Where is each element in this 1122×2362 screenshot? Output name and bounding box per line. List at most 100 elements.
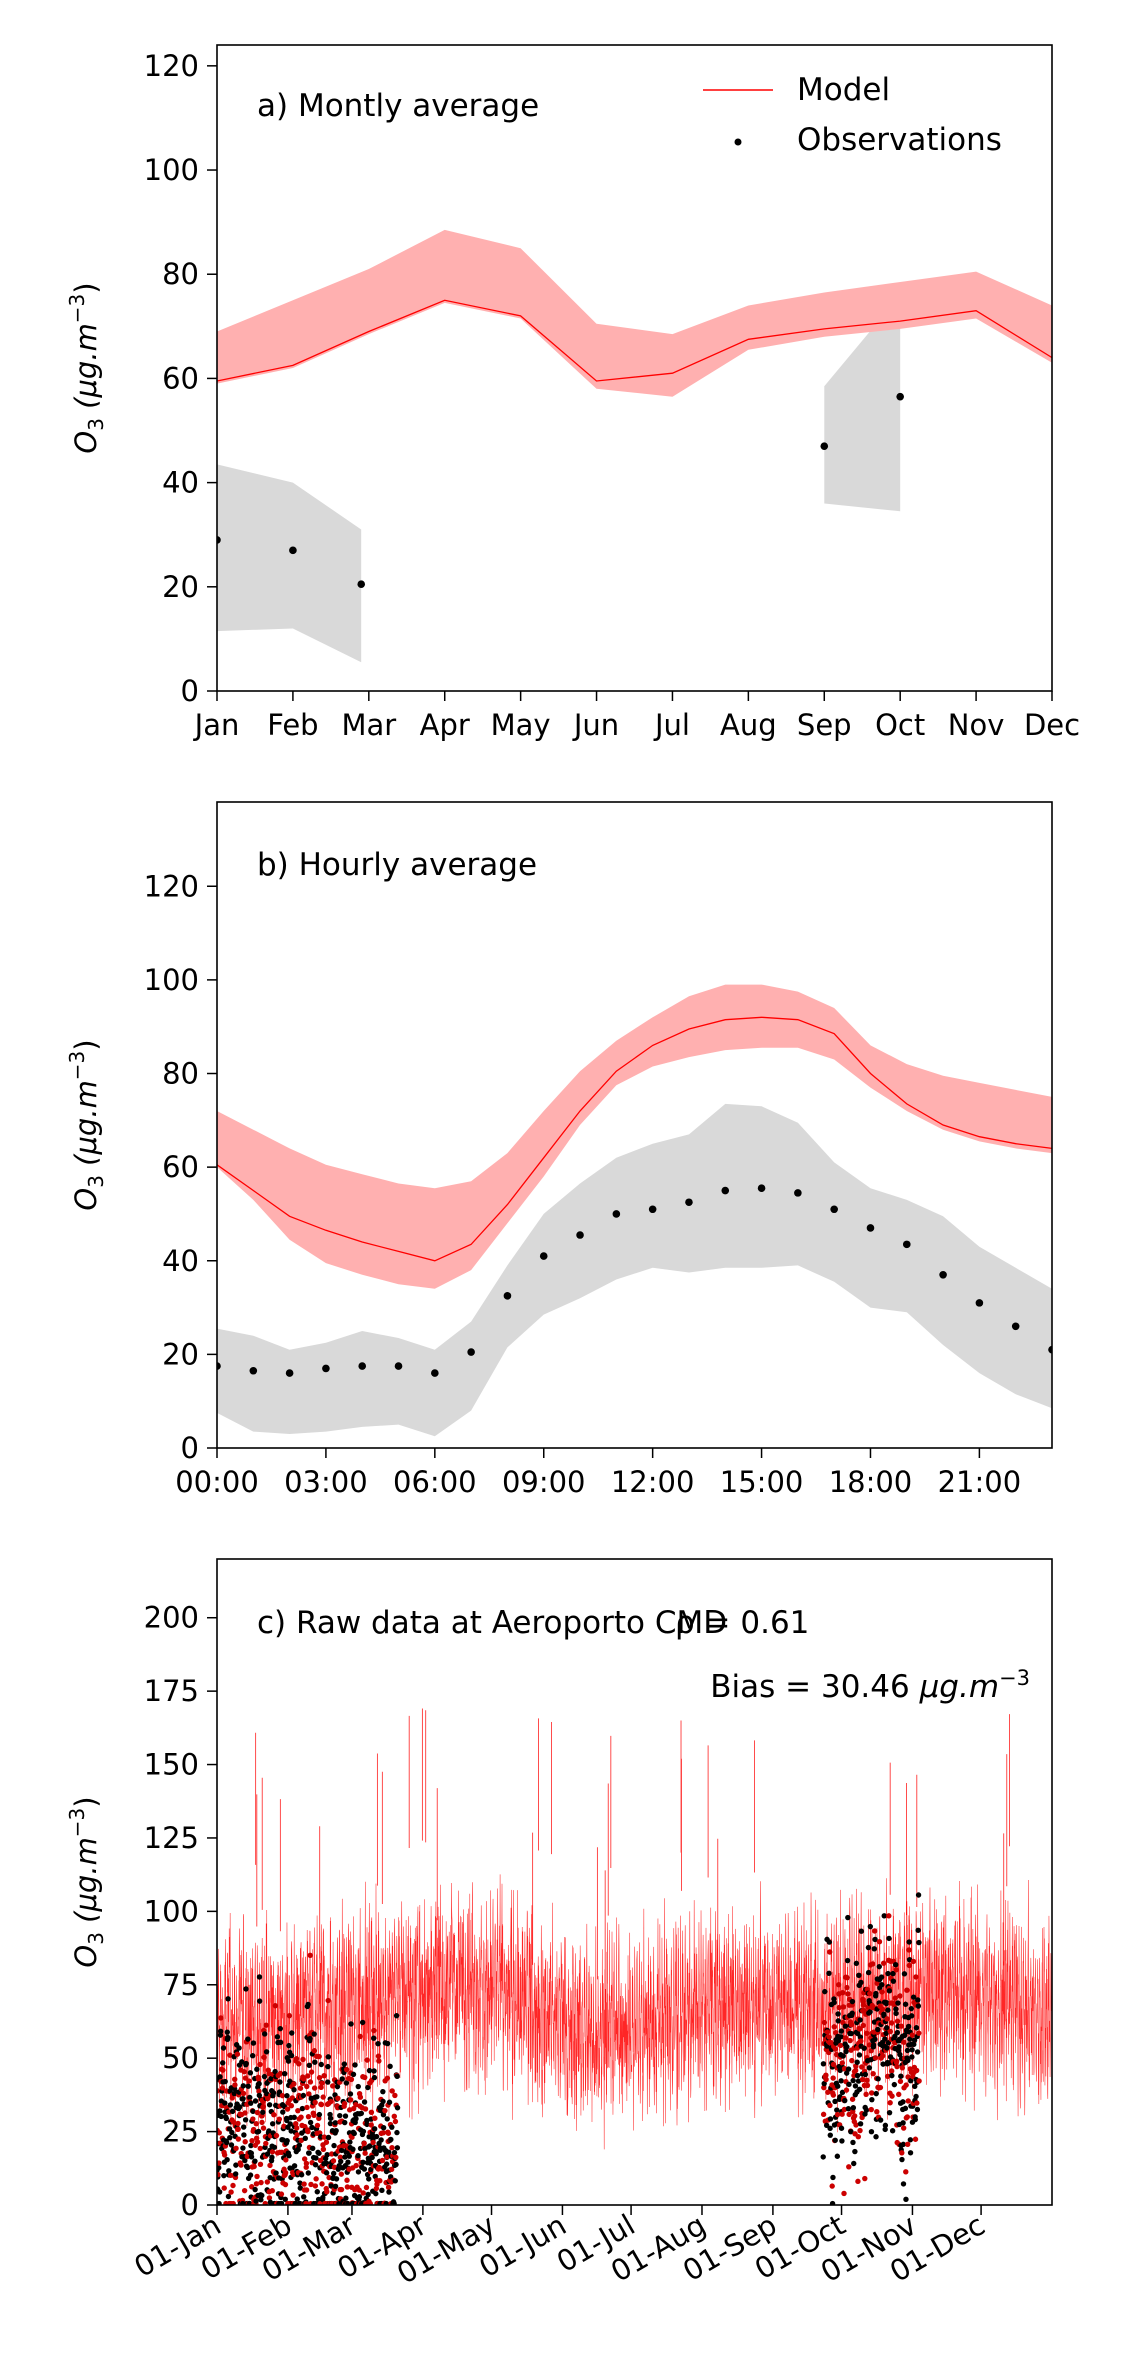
observation-point	[896, 2091, 902, 2098]
observation-point	[854, 2072, 861, 2079]
observation-point	[899, 2156, 905, 2163]
observation-point	[835, 2018, 841, 2024]
observation-point	[325, 1997, 331, 2004]
observation-point	[872, 2055, 879, 2061]
observation-point	[833, 2051, 840, 2058]
observation-point	[839, 2089, 846, 2096]
observation-point	[342, 2113, 349, 2119]
observation-point	[886, 1988, 893, 1994]
observation-point	[247, 2094, 253, 2101]
observation-point	[378, 2137, 384, 2143]
x-tick-label: Jun	[572, 708, 619, 742]
observation-point	[913, 2025, 920, 2031]
observation-point	[254, 2173, 260, 2180]
observation-point	[347, 2097, 354, 2103]
observation-point	[392, 2092, 398, 2099]
observation-point	[242, 2139, 248, 2145]
observation-point	[343, 2066, 350, 2073]
observation-point	[863, 2091, 869, 2098]
observation-point	[271, 2144, 278, 2150]
y-tick-label: 0	[181, 2188, 199, 2222]
observation-point	[912, 2083, 918, 2090]
observation-point	[907, 2150, 914, 2156]
observation-point	[845, 2066, 852, 2072]
observation-point	[904, 2114, 910, 2120]
observation-point	[898, 2023, 905, 2029]
observation-point	[915, 1892, 922, 1898]
observation-point	[353, 2101, 359, 2108]
x-tick-label: 00:00	[175, 1465, 259, 1499]
observation-point	[328, 2183, 334, 2189]
observation-point	[300, 2092, 307, 2099]
observation-point	[879, 1989, 885, 1995]
observation-point	[830, 2075, 836, 2081]
observation-point	[348, 2021, 354, 2027]
y-tick-label: 40	[162, 466, 199, 500]
observation-point	[875, 2026, 881, 2033]
observation-point	[887, 2028, 894, 2035]
observation-point	[911, 2041, 917, 2048]
observation-point	[393, 2012, 400, 2019]
observation-point	[296, 2142, 303, 2148]
observation-point	[975, 1299, 984, 1307]
observation-point	[903, 2082, 909, 2088]
panel-c-rho: ρ = 0.61	[675, 1605, 809, 1641]
panel-a-plot-area	[217, 229, 1052, 663]
observation-point	[248, 2142, 254, 2149]
observation-point	[820, 2154, 826, 2160]
observation-point	[881, 1913, 887, 1919]
y-tick-label: 80	[162, 257, 199, 291]
observation-point	[266, 2128, 272, 2134]
observation-point	[909, 2054, 915, 2060]
observation-point	[909, 2047, 915, 2053]
panel-b-hourly-average: 00:00 03:00 06:00 09:00 12:00 15:00 18:00 21:00…	[65, 801, 1053, 1499]
observation-point	[859, 2064, 865, 2070]
observation-point	[869, 2096, 875, 2103]
observation-point	[248, 2100, 254, 2106]
panel-c-bias: Bias = 30.46 μg.m−3	[710, 1666, 1030, 1705]
observation-point	[889, 2128, 896, 2134]
observation-point	[225, 1996, 231, 2002]
observation-point	[822, 1988, 828, 1995]
observation-point	[394, 1362, 403, 1370]
observation-point	[376, 2058, 382, 2064]
observation-point	[243, 1986, 249, 1992]
observation-point	[835, 2038, 842, 2044]
panel-a-monthly-average: Jan Feb Mar Apr May Jun Jul Aug Sep Oct Nov Dec 0 20…	[65, 44, 1080, 742]
observation-point	[293, 2125, 300, 2131]
observation-point	[338, 2171, 344, 2177]
observation-point	[886, 2109, 893, 2116]
observation-point	[844, 1974, 850, 1981]
observation-point	[371, 2068, 377, 2074]
panel-a-y-axis: 0 20 40 60 80 100 120	[144, 49, 217, 708]
observation-point	[250, 2040, 257, 2046]
observation-point	[269, 2188, 275, 2194]
observation-point	[834, 2111, 841, 2118]
observation-points	[217, 1892, 922, 2205]
observation-point	[238, 2162, 244, 2168]
observation-point	[896, 392, 904, 401]
observation-point	[848, 2030, 854, 2037]
observation-point	[273, 2170, 279, 2176]
observation-point	[256, 2081, 262, 2087]
observation-point	[263, 2140, 269, 2147]
observation-point	[900, 2099, 906, 2105]
observation-point	[217, 2160, 222, 2166]
observation-point	[831, 1999, 837, 2006]
observation-point	[823, 2072, 829, 2078]
observation-point	[910, 1994, 917, 2000]
observation-point	[233, 2145, 239, 2151]
observation-point	[648, 1205, 657, 1214]
observation-point	[338, 2147, 345, 2154]
observation-point	[838, 2078, 844, 2084]
observation-point	[235, 2126, 241, 2132]
x-tick-label: Aug	[720, 708, 777, 742]
observation-point	[350, 2071, 357, 2078]
observation-point	[866, 1224, 875, 1232]
observation-point	[263, 2049, 270, 2055]
observation-point	[371, 2035, 377, 2041]
observation-point	[327, 2120, 334, 2127]
observation-point	[247, 2070, 254, 2076]
y-tick-label: 200	[144, 1601, 199, 1635]
observation-point	[361, 2099, 368, 2105]
